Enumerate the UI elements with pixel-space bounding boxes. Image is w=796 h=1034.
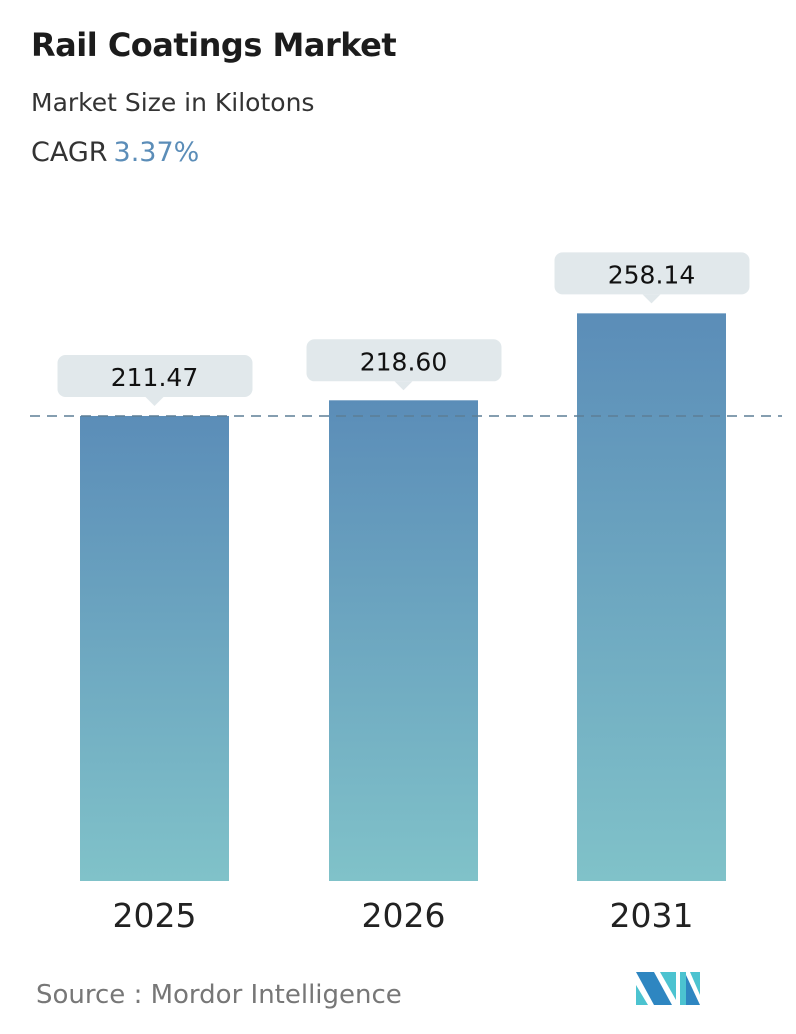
data-label-box <box>57 354 253 397</box>
cagr: CAGR 3.37% <box>31 137 199 168</box>
chart-subtitle: Market Size in Kilotons <box>31 88 315 117</box>
data-label-box <box>554 252 750 295</box>
data-label-box <box>306 339 502 382</box>
data-label: 218.60 <box>360 347 447 376</box>
data-label: 211.47 <box>111 363 198 392</box>
x-tick-label: 2025 <box>113 896 197 935</box>
bar-2031 <box>577 313 726 882</box>
data-label-pointer <box>642 294 661 304</box>
data-label-pointer <box>145 396 164 406</box>
x-tick-label: 2026 <box>362 896 446 935</box>
cagr-label: CAGR <box>31 137 108 168</box>
x-tick-label: 2031 <box>610 896 694 935</box>
source-text: Source : Mordor Intelligence <box>36 980 402 1010</box>
cagr-value: 3.37% <box>113 137 200 168</box>
bar-2025 <box>80 415 229 881</box>
data-label: 258.14 <box>608 260 695 289</box>
data-label-pointer <box>394 381 413 391</box>
bar-2026 <box>329 400 478 881</box>
chart-title: Rail Coatings Market <box>31 26 397 64</box>
